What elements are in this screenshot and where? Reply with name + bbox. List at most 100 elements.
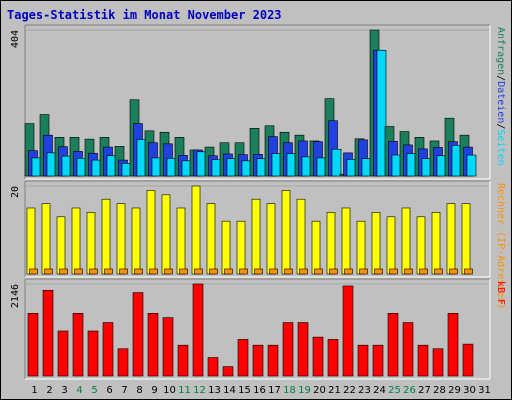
bar-seiten <box>301 156 312 177</box>
bar-seiten <box>106 155 117 177</box>
bar-seiten <box>136 139 147 177</box>
bar-seiten <box>421 158 432 177</box>
bar-rechner <box>116 203 126 275</box>
bar-seiten <box>196 151 207 177</box>
bar-marker <box>329 268 338 275</box>
bar-marker <box>344 268 353 275</box>
bar-kbytes <box>252 344 264 377</box>
bar-marker <box>89 268 98 275</box>
bar-marker <box>134 268 143 275</box>
bar-seiten <box>31 157 42 177</box>
x-tick-label: 15 <box>238 385 251 396</box>
x-tick-label: 10 <box>163 385 176 396</box>
x-tick-label: 18 <box>283 385 296 396</box>
panel-right-label-part: Anfragen <box>495 27 506 75</box>
bar-seiten <box>406 153 417 177</box>
bar-seiten <box>166 157 177 177</box>
panel-right-label: Anfragen/Dateien/Seiten <box>495 27 506 166</box>
bar-marker <box>179 268 188 275</box>
x-tick-label: 5 <box>91 385 97 396</box>
bar-rechner <box>206 203 216 275</box>
bar-kbytes <box>57 330 69 377</box>
bar-seiten <box>61 155 72 177</box>
bar-seiten <box>76 157 87 177</box>
x-tick-label: 30 <box>463 385 476 396</box>
bar-rechner <box>431 212 441 275</box>
bar-marker <box>359 268 368 275</box>
bar-rechner <box>251 198 261 275</box>
x-tick-label: 2 <box>46 385 52 396</box>
bar-kbytes <box>447 313 459 377</box>
bar-rechner <box>326 212 336 275</box>
bar-seiten <box>466 154 477 177</box>
bar-seiten <box>181 160 192 177</box>
x-tick-label: 27 <box>418 385 431 396</box>
bar-seiten <box>346 159 357 177</box>
bar-rechner <box>311 220 321 275</box>
bar-marker <box>269 268 278 275</box>
bar-rechner <box>161 194 171 275</box>
bar-marker <box>239 268 248 275</box>
bar-rechner <box>416 216 426 275</box>
bar-marker <box>104 268 113 275</box>
bar-marker <box>299 268 308 275</box>
x-tick-label: 19 <box>298 385 311 396</box>
bar-kbytes <box>162 317 174 377</box>
x-tick-label: 7 <box>121 385 127 396</box>
bar-marker <box>44 268 53 275</box>
bar-kbytes <box>207 357 219 377</box>
bar-rechner <box>86 212 96 275</box>
bar-seiten <box>46 152 57 177</box>
bar-seiten <box>211 159 222 177</box>
bar-rechner <box>236 220 246 275</box>
bar-rechner <box>26 207 36 275</box>
bar-marker <box>464 268 473 275</box>
bar-marker <box>404 268 413 275</box>
bar-rechner <box>446 203 456 275</box>
bar-kbytes <box>147 313 159 377</box>
bar-rechner <box>131 207 141 275</box>
bar-kbytes <box>312 336 324 377</box>
bar-seiten <box>376 49 387 177</box>
bar-rechner <box>386 216 396 275</box>
bar-kbytes <box>42 289 54 377</box>
x-tick-label: 8 <box>136 385 142 396</box>
bar-seiten <box>331 148 342 177</box>
bar-rechner <box>461 203 471 275</box>
bar-kbytes <box>132 292 144 377</box>
bar-kbytes <box>27 313 39 377</box>
bar-seiten <box>286 153 297 177</box>
bar-kbytes <box>222 366 234 377</box>
bar-kbytes <box>177 344 189 377</box>
bar-marker <box>419 268 428 275</box>
x-tick-label: 23 <box>358 385 371 396</box>
bar-marker <box>374 268 383 275</box>
bar-seiten <box>241 160 252 177</box>
bar-seiten <box>91 159 102 177</box>
bar-rechner <box>266 203 276 275</box>
bar-marker <box>194 268 203 275</box>
x-tick-label: 14 <box>223 385 236 396</box>
bar-kbytes <box>192 283 204 377</box>
bar-kbytes <box>387 313 399 377</box>
x-tick-label: 3 <box>61 385 67 396</box>
bar-seiten <box>451 144 462 177</box>
x-tick-label: 20 <box>313 385 326 396</box>
bar-kbytes <box>357 344 369 377</box>
y-max-label: 404 <box>10 30 21 48</box>
bar-kbytes <box>237 339 249 377</box>
bar-kbytes <box>342 285 354 377</box>
bar-kbytes <box>372 344 384 377</box>
bar-marker <box>284 268 293 275</box>
chart-title: Tages-Statistik im Monat November 2023 <box>7 8 282 22</box>
bar-rechner <box>341 207 351 275</box>
x-tick-label: 31 <box>478 385 491 396</box>
bar-kbytes <box>117 348 129 377</box>
x-tick-label: 29 <box>448 385 461 396</box>
bar-marker <box>254 268 263 275</box>
panel-right-label-part: / <box>495 123 506 129</box>
bar-rechner <box>371 212 381 275</box>
x-tick-label: 9 <box>151 385 157 396</box>
bar-seiten <box>316 157 327 177</box>
